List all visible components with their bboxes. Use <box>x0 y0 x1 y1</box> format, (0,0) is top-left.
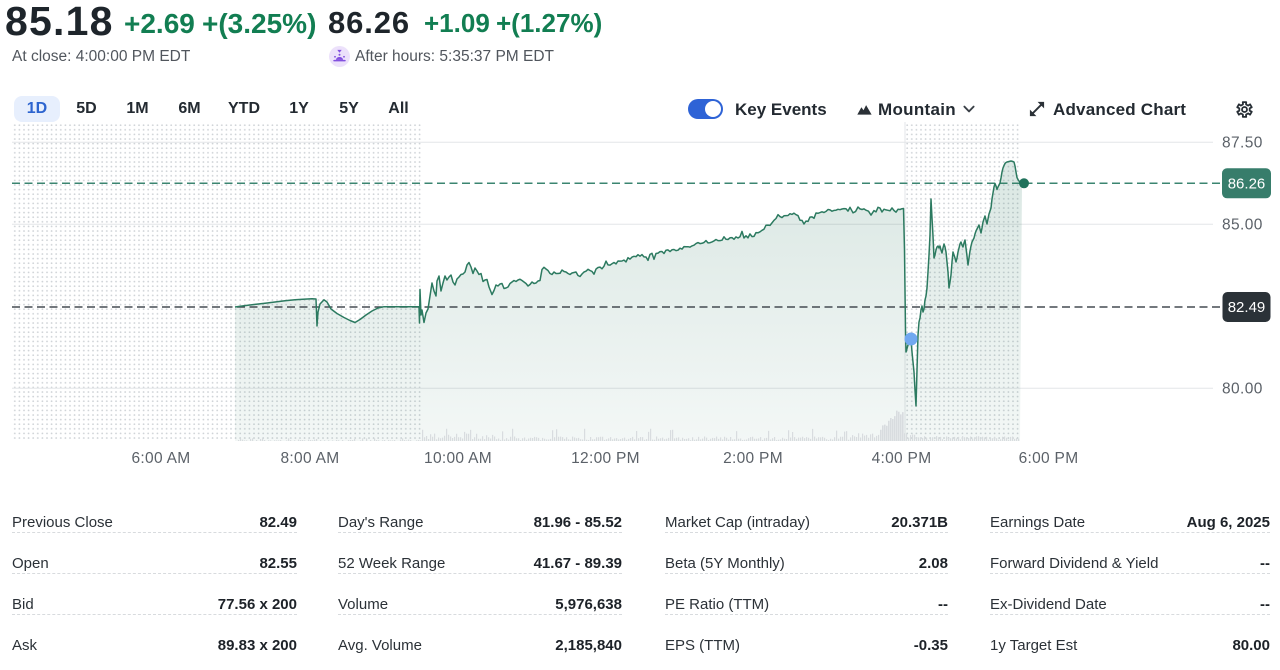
svg-text:85.00: 85.00 <box>1222 216 1263 233</box>
svg-text:10:00 AM: 10:00 AM <box>424 450 492 467</box>
svg-text:6:00 AM: 6:00 AM <box>132 450 191 467</box>
svg-text:12:00 PM: 12:00 PM <box>571 450 640 467</box>
svg-text:87.50: 87.50 <box>1222 134 1263 151</box>
svg-text:8:00 AM: 8:00 AM <box>281 450 340 467</box>
svg-text:4:00 PM: 4:00 PM <box>872 450 932 467</box>
svg-text:2:00 PM: 2:00 PM <box>723 450 783 467</box>
svg-text:6:00 PM: 6:00 PM <box>1019 450 1079 467</box>
svg-text:82.49: 82.49 <box>1228 299 1266 316</box>
svg-text:86.26: 86.26 <box>1228 176 1266 193</box>
svg-text:80.00: 80.00 <box>1222 380 1263 397</box>
